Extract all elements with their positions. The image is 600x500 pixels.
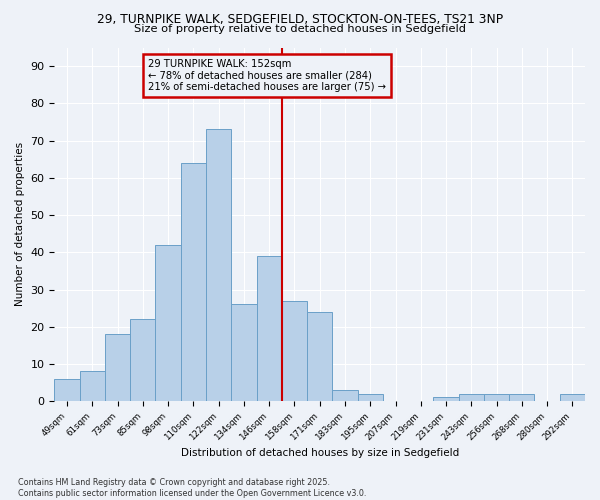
Bar (332, 390, 358, 401)
Bar (80, 372, 105, 401)
Bar (105, 334, 130, 401)
Bar (358, 394, 383, 401)
Bar (231, 304, 257, 401)
Bar (155, 245, 181, 401)
Bar (484, 394, 509, 401)
Bar (257, 256, 282, 401)
Bar (130, 320, 155, 401)
Text: 29, TURNPIKE WALK, SEDGEFIELD, STOCKTON-ON-TEES, TS21 3NP: 29, TURNPIKE WALK, SEDGEFIELD, STOCKTON-… (97, 12, 503, 26)
Text: Size of property relative to detached houses in Sedgefield: Size of property relative to detached ho… (134, 24, 466, 34)
Bar (307, 312, 332, 401)
Text: 29 TURNPIKE WALK: 152sqm
← 78% of detached houses are smaller (284)
21% of semi-: 29 TURNPIKE WALK: 152sqm ← 78% of detach… (148, 58, 386, 92)
Bar (181, 163, 206, 401)
Text: Contains HM Land Registry data © Crown copyright and database right 2025.
Contai: Contains HM Land Registry data © Crown c… (18, 478, 367, 498)
Bar (458, 394, 484, 401)
X-axis label: Distribution of detached houses by size in Sedgefield: Distribution of detached houses by size … (181, 448, 459, 458)
Bar (560, 394, 585, 401)
Bar (55, 379, 80, 401)
Y-axis label: Number of detached properties: Number of detached properties (15, 142, 25, 306)
Bar (509, 394, 535, 401)
Bar (282, 300, 307, 401)
Bar (206, 130, 231, 401)
Bar (433, 398, 458, 401)
